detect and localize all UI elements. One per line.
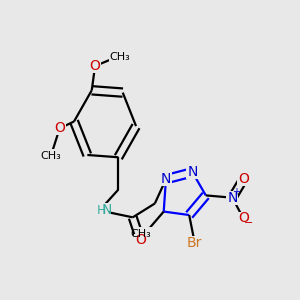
Text: N: N bbox=[187, 165, 198, 179]
FancyBboxPatch shape bbox=[43, 149, 58, 163]
FancyBboxPatch shape bbox=[54, 122, 66, 135]
FancyBboxPatch shape bbox=[93, 203, 106, 217]
Text: O: O bbox=[54, 122, 65, 135]
FancyBboxPatch shape bbox=[186, 165, 199, 179]
FancyBboxPatch shape bbox=[226, 191, 238, 205]
FancyBboxPatch shape bbox=[89, 59, 101, 73]
Text: H: H bbox=[97, 204, 106, 217]
FancyBboxPatch shape bbox=[134, 233, 147, 248]
Text: CH₃: CH₃ bbox=[109, 52, 130, 62]
FancyBboxPatch shape bbox=[160, 172, 172, 186]
Text: O: O bbox=[135, 233, 146, 248]
FancyBboxPatch shape bbox=[110, 50, 125, 64]
Text: CH₃: CH₃ bbox=[40, 151, 61, 161]
FancyBboxPatch shape bbox=[137, 226, 153, 240]
Text: O: O bbox=[238, 212, 249, 226]
Text: N: N bbox=[227, 191, 238, 205]
FancyBboxPatch shape bbox=[237, 212, 250, 225]
FancyBboxPatch shape bbox=[187, 236, 203, 250]
FancyBboxPatch shape bbox=[89, 203, 110, 217]
Text: +: + bbox=[232, 187, 240, 197]
Text: −: − bbox=[244, 218, 254, 228]
Text: O: O bbox=[238, 172, 249, 186]
Text: N: N bbox=[102, 203, 112, 218]
Text: N: N bbox=[161, 172, 171, 186]
Text: Br: Br bbox=[187, 236, 203, 250]
Text: O: O bbox=[90, 59, 101, 73]
FancyBboxPatch shape bbox=[237, 172, 250, 186]
Text: CH₃: CH₃ bbox=[130, 229, 151, 238]
